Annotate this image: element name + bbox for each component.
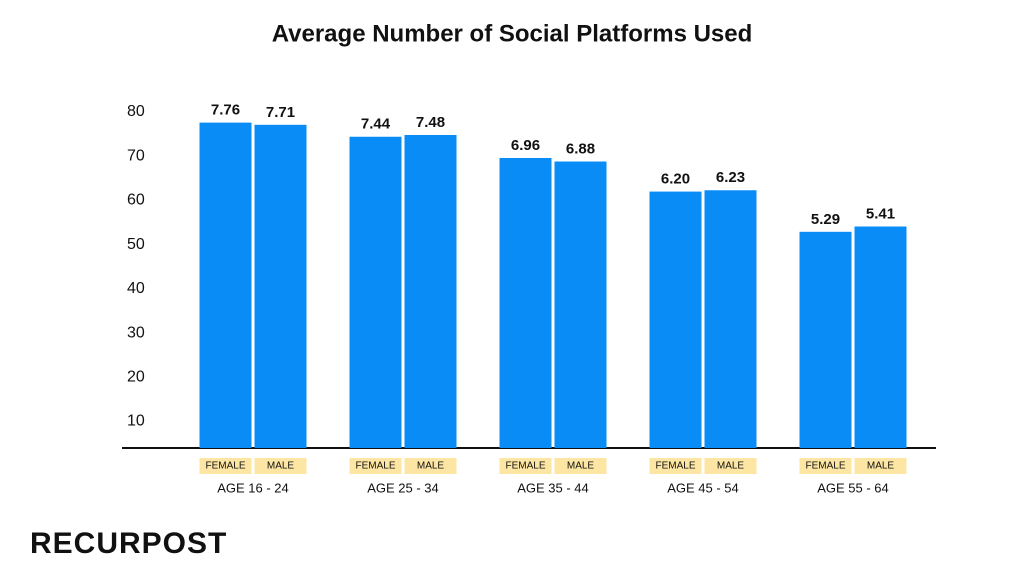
bar [404, 134, 457, 448]
x-tick-label: AGE 35 - 44 [517, 480, 589, 495]
series-tag [799, 458, 852, 474]
bar [199, 122, 252, 448]
value-label: 7.76 [211, 102, 240, 119]
series-tag [349, 458, 402, 474]
value-label: 7.48 [416, 114, 445, 131]
series-tag [704, 458, 757, 474]
value-label: 6.23 [716, 169, 745, 186]
series-tag [254, 458, 307, 474]
y-tick-label: 60 [127, 192, 145, 209]
value-label: 6.20 [661, 171, 690, 188]
series-label: MALE [867, 461, 895, 472]
x-tick-label: AGE 16 - 24 [217, 480, 289, 495]
value-label: 7.44 [361, 116, 391, 133]
series-label: FEMALE [355, 461, 395, 472]
bar [254, 124, 307, 449]
bar [854, 226, 907, 448]
bar [799, 231, 852, 448]
x-tick-label: AGE 55 - 64 [817, 480, 889, 495]
logo: RECURPOST [30, 527, 227, 560]
series-label: FEMALE [805, 461, 845, 472]
series-label: FEMALE [205, 461, 245, 472]
series-tag [554, 458, 607, 474]
series-label: FEMALE [655, 461, 695, 472]
x-tick-label: AGE 25 - 34 [367, 480, 439, 495]
y-tick-label: 30 [127, 324, 145, 341]
y-tick-label: 50 [127, 236, 145, 253]
value-label: 5.41 [866, 205, 895, 222]
series-tag [199, 458, 252, 474]
bar [649, 191, 702, 448]
series-label: MALE [417, 461, 445, 472]
series-label: FEMALE [505, 461, 545, 472]
series-tag [404, 458, 457, 474]
y-tick-label: 40 [127, 280, 145, 297]
series-tag [649, 458, 702, 474]
y-tick-label: 80 [127, 103, 145, 120]
series-tag [854, 458, 907, 474]
y-tick-label: 20 [127, 368, 145, 385]
series-label: MALE [267, 461, 295, 472]
series-label: MALE [717, 461, 745, 472]
chart-title: Average Number of Social Platforms Used [272, 20, 753, 47]
y-tick-label: 10 [127, 413, 145, 430]
bar [704, 190, 757, 448]
y-tick-label: 70 [127, 147, 145, 164]
bar [349, 136, 402, 449]
value-label: 6.88 [566, 140, 595, 157]
series-label: MALE [567, 461, 595, 472]
bar [554, 161, 607, 448]
x-tick-label: AGE 45 - 54 [667, 480, 739, 495]
value-label: 7.71 [266, 104, 295, 121]
value-label: 5.29 [811, 211, 840, 228]
series-tag [499, 458, 552, 474]
bar [499, 157, 552, 448]
value-label: 6.96 [511, 137, 540, 154]
